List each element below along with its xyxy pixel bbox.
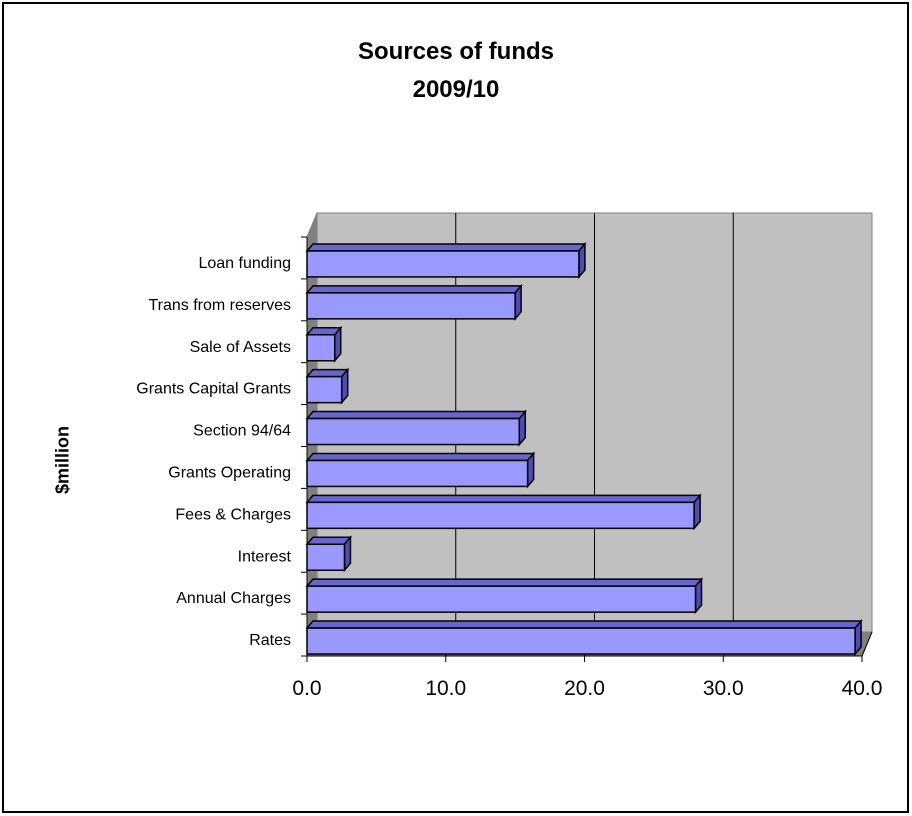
category-label: Sale of Assets <box>190 339 291 356</box>
bar <box>305 325 343 363</box>
bar <box>305 451 536 489</box>
x-tick-label: 0.0 <box>292 677 321 700</box>
category-label: Loan funding <box>198 255 291 272</box>
bars <box>305 241 863 657</box>
bar-front <box>306 417 521 446</box>
axis-labels: Rates Annual Charges Interest Fees & Charge… <box>136 255 882 700</box>
bar-side <box>343 535 352 573</box>
bar <box>305 409 527 447</box>
bar <box>305 241 587 279</box>
category-label: Trans from reserves <box>148 297 291 314</box>
bar-front <box>306 627 856 655</box>
bar-front <box>306 334 336 362</box>
bar-top <box>305 494 702 504</box>
bar-side <box>854 619 862 657</box>
x-tick-label: 20.0 <box>564 677 605 700</box>
bar <box>305 619 863 657</box>
x-tick-label: 40.0 <box>842 677 883 700</box>
category-label: Fees & Charges <box>175 506 291 523</box>
bar-side <box>693 493 701 531</box>
bar <box>305 535 353 573</box>
bar-side <box>340 367 349 405</box>
bar-top <box>305 410 527 420</box>
bar-front <box>306 250 580 278</box>
chart-title: Sources of funds <box>357 38 555 65</box>
bar-side <box>578 241 586 279</box>
bar-side <box>694 577 703 615</box>
axes <box>301 236 863 662</box>
bar-top <box>305 243 587 252</box>
bar-top <box>305 620 863 629</box>
category-label: Grants Capital Grants <box>136 381 291 398</box>
chart-subtitle: 2009/10 <box>412 76 500 103</box>
bar-top <box>305 578 704 587</box>
bar-top <box>305 452 536 462</box>
bar <box>305 493 702 531</box>
category-label: Section 94/64 <box>193 423 291 440</box>
bar <box>305 283 523 321</box>
bar-top <box>305 368 350 378</box>
bar-top <box>305 285 523 294</box>
category-label: Rates <box>249 632 291 649</box>
bar-front <box>306 501 695 530</box>
x-tick-label: 10.0 <box>425 677 466 700</box>
bar-front <box>306 543 346 571</box>
floor-gridline <box>861 631 873 657</box>
bar-top <box>305 536 353 546</box>
bar <box>305 367 350 405</box>
bar <box>305 577 704 615</box>
x-tick-label: 30.0 <box>703 677 744 700</box>
bar-front <box>306 292 516 320</box>
bar-front <box>306 375 343 404</box>
category-label: Annual Charges <box>176 590 291 607</box>
bar-side <box>518 409 527 447</box>
bar-front <box>306 585 697 613</box>
bar-side <box>334 325 342 363</box>
category-label: Grants Operating <box>168 464 291 481</box>
bar-side <box>514 283 522 321</box>
bar-front <box>306 459 529 488</box>
bar-side <box>526 451 535 489</box>
category-label: Interest <box>238 548 292 565</box>
